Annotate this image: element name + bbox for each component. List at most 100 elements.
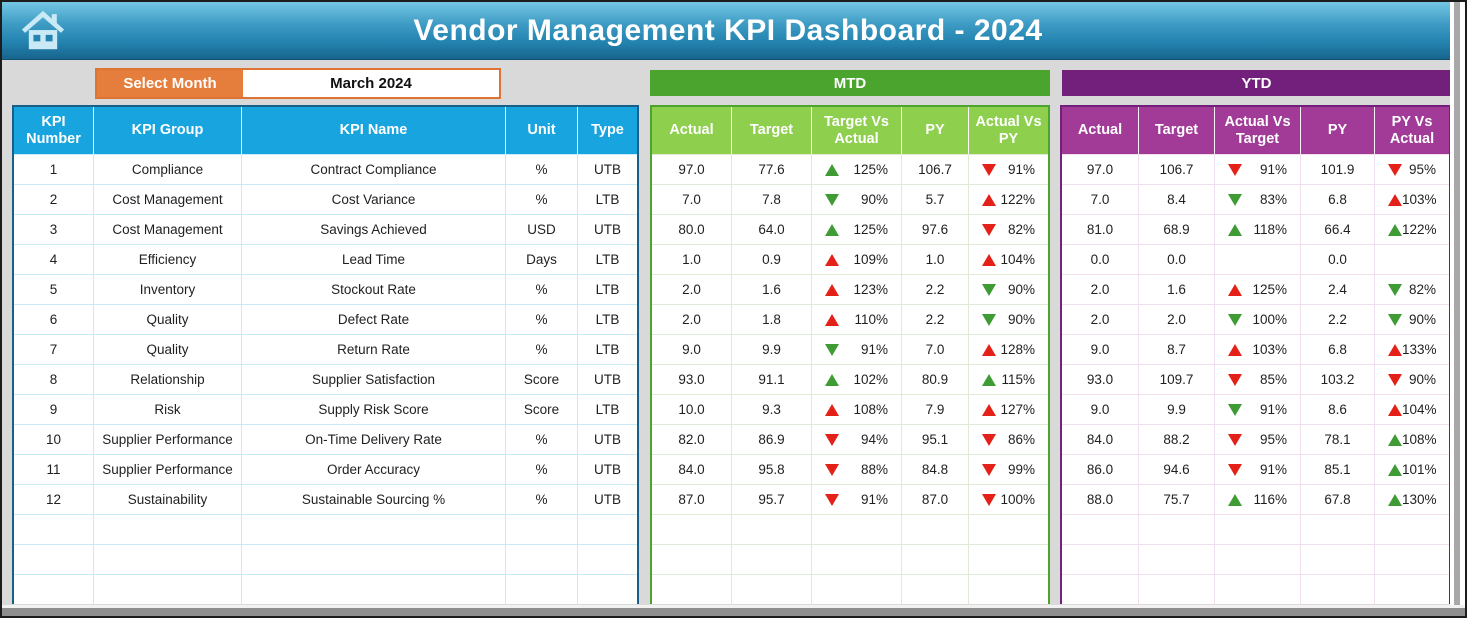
unit-cell: USD — [506, 214, 578, 244]
mtd-py-cell: 2.2 — [902, 304, 969, 334]
mtd-py-cell: 5.7 — [902, 184, 969, 214]
up-arrow-icon — [1228, 223, 1242, 236]
ytd-py-vs-actual-cell: 130% — [1375, 484, 1449, 514]
percent-value: 95% — [1408, 162, 1436, 177]
ytd-py-vs-actual-cell: 108% — [1375, 424, 1449, 454]
mtd-target-cell: 9.9 — [732, 334, 812, 364]
mtd-actual-vs-py-cell: 82% — [969, 214, 1048, 244]
down-arrow-icon — [1388, 313, 1402, 326]
ytd-py-vs-actual-cell: 90% — [1375, 304, 1449, 334]
unit-cell: Score — [506, 394, 578, 424]
mtd-py-cell: 97.6 — [902, 214, 969, 244]
percent-value: 91% — [1259, 462, 1287, 477]
percent-value: 100% — [1000, 492, 1035, 507]
empty-cell — [812, 514, 902, 544]
percent-value: 90% — [1408, 372, 1436, 387]
mtd-actual-vs-py-cell: 100% — [969, 484, 1048, 514]
ytd-py-vs-actual-cell: 82% — [1375, 274, 1449, 304]
empty-cell — [1301, 514, 1375, 544]
ytd-target-cell: 94.6 — [1139, 454, 1215, 484]
up-arrow-icon — [825, 253, 839, 266]
up-arrow-icon — [825, 223, 839, 236]
kpi-group-cell: Quality — [94, 304, 242, 334]
empty-cell — [94, 574, 242, 604]
percent-value: 128% — [1000, 342, 1035, 357]
percent-value: 130% — [1402, 492, 1437, 507]
percent-value: 102% — [853, 372, 888, 387]
empty-cell — [652, 544, 732, 574]
empty-cell — [1215, 514, 1301, 544]
percent-value: 90% — [1007, 312, 1035, 327]
up-arrow-icon — [1388, 493, 1402, 506]
empty-cell — [812, 544, 902, 574]
kpi-name-cell: Defect Rate — [242, 304, 506, 334]
ytd-py-cell: 2.4 — [1301, 274, 1375, 304]
empty-cell — [902, 514, 969, 544]
mtd-target-vs-actual-cell: 109% — [812, 244, 902, 274]
right-scroll-strip[interactable] — [1450, 2, 1465, 607]
home-button[interactable] — [18, 8, 68, 54]
percent-value: 103% — [1252, 342, 1287, 357]
ytd-section-band: YTD — [1062, 70, 1451, 96]
kpi-number-cell: 9 — [14, 394, 94, 424]
kpi-name-cell: Order Accuracy — [242, 454, 506, 484]
kpi-name-cell: Lead Time — [242, 244, 506, 274]
empty-cell — [812, 574, 902, 604]
down-arrow-icon — [982, 163, 996, 176]
empty-cell — [1375, 544, 1449, 574]
ytd-actual-cell: 88.0 — [1062, 484, 1139, 514]
empty-cell — [1301, 544, 1375, 574]
up-arrow-icon — [1388, 433, 1402, 446]
ytd-target-cell: 0.0 — [1139, 244, 1215, 274]
kpi-name-cell: Supply Risk Score — [242, 394, 506, 424]
empty-cell — [732, 544, 812, 574]
bottom-scroll-bar[interactable] — [2, 605, 1465, 616]
col-header-type: Type — [578, 107, 637, 154]
mtd-target-cell: 7.8 — [732, 184, 812, 214]
empty-cell — [242, 574, 506, 604]
mtd-actual-cell: 1.0 — [652, 244, 732, 274]
percent-value: 88% — [860, 462, 888, 477]
ytd-target-cell: 9.9 — [1139, 394, 1215, 424]
percent-value: 91% — [1259, 162, 1287, 177]
type-cell: UTB — [578, 364, 637, 394]
selected-month-value[interactable]: March 2024 — [243, 70, 499, 97]
ytd-py-cell: 103.2 — [1301, 364, 1375, 394]
mtd-actual-vs-py-cell: 90% — [969, 304, 1048, 334]
empty-cell — [1375, 574, 1449, 604]
ytd-py-cell: 67.8 — [1301, 484, 1375, 514]
mtd-col-header-target: Target — [732, 107, 812, 154]
type-cell: LTB — [578, 394, 637, 424]
down-arrow-icon — [825, 343, 839, 356]
ytd-actual-vs-target-cell: 83% — [1215, 184, 1301, 214]
percent-value: 104% — [1402, 402, 1437, 417]
vertical-scrollbar[interactable] — [1454, 2, 1460, 607]
percent-value: 85% — [1259, 372, 1287, 387]
percent-value: 122% — [1000, 192, 1035, 207]
up-arrow-icon — [825, 283, 839, 296]
mtd-target-cell: 95.8 — [732, 454, 812, 484]
page-title: Vendor Management KPI Dashboard - 2024 — [413, 13, 1043, 47]
down-arrow-icon — [982, 313, 996, 326]
ytd-py-vs-actual-cell: 90% — [1375, 364, 1449, 394]
percent-value: 91% — [860, 342, 888, 357]
mtd-actual-vs-py-cell: 90% — [969, 274, 1048, 304]
mtd-py-cell: 2.2 — [902, 274, 969, 304]
empty-cell — [1375, 514, 1449, 544]
kpi-group-cell: Supplier Performance — [94, 454, 242, 484]
kpi-number-cell: 2 — [14, 184, 94, 214]
kpi-number-cell: 5 — [14, 274, 94, 304]
ytd-target-cell: 2.0 — [1139, 304, 1215, 334]
empty-cell — [1139, 514, 1215, 544]
unit-cell: Days — [506, 244, 578, 274]
ytd-actual-vs-target-cell: 116% — [1215, 484, 1301, 514]
ytd-target-cell: 8.7 — [1139, 334, 1215, 364]
empty-cell — [732, 574, 812, 604]
month-selector: Select Month March 2024 — [95, 68, 501, 99]
unit-cell: % — [506, 154, 578, 184]
home-icon — [21, 10, 65, 50]
ytd-actual-cell: 97.0 — [1062, 154, 1139, 184]
percent-value: 125% — [1252, 282, 1287, 297]
empty-cell — [902, 544, 969, 574]
mtd-actual-vs-py-cell: 86% — [969, 424, 1048, 454]
